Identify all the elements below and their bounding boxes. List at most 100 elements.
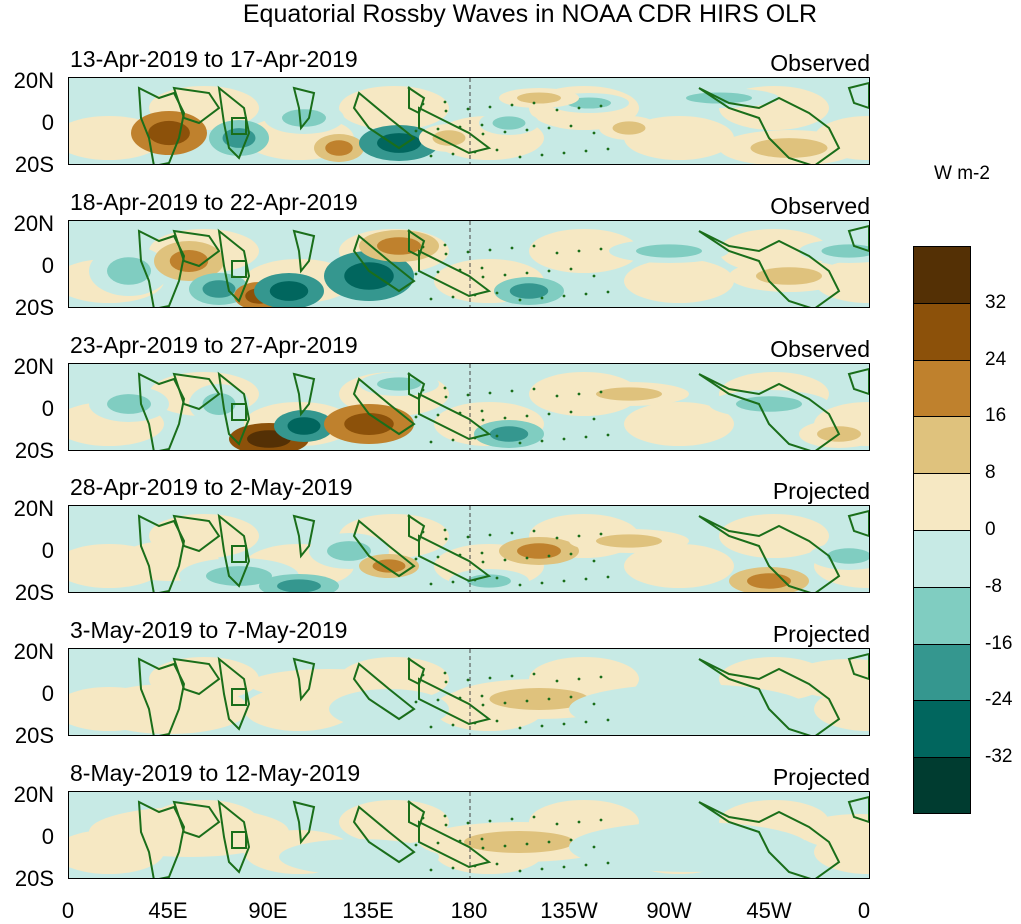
anomaly-contour bbox=[327, 541, 371, 561]
map-canvas bbox=[69, 792, 869, 878]
map-panel: 13-Apr-2019 to 17-Apr-2019 Observed 20N 0 20… bbox=[0, 0, 1021, 176]
island-dot bbox=[569, 410, 573, 414]
island-dot bbox=[510, 531, 514, 535]
island-dot bbox=[407, 514, 411, 518]
island-dot bbox=[458, 411, 462, 415]
coastline bbox=[418, 392, 492, 441]
island-dot bbox=[503, 558, 507, 562]
lon-label: 0 bbox=[61, 898, 75, 923]
olr-anomaly-map bbox=[68, 791, 870, 879]
island-dot bbox=[518, 298, 522, 302]
map-canvas bbox=[69, 649, 869, 735]
island-dot bbox=[510, 674, 514, 678]
island-dot bbox=[429, 868, 433, 872]
island-dot bbox=[592, 702, 596, 706]
island-dot bbox=[547, 554, 551, 558]
island-dot bbox=[481, 846, 485, 850]
island-dot bbox=[414, 557, 418, 561]
island-dot bbox=[480, 694, 484, 698]
island-dot bbox=[495, 434, 499, 438]
coastline bbox=[408, 86, 426, 115]
island-dot bbox=[488, 248, 492, 252]
island-dot bbox=[606, 290, 610, 294]
island-dot bbox=[414, 415, 418, 419]
coastline bbox=[847, 652, 869, 681]
island-dot bbox=[503, 701, 507, 705]
island-dot bbox=[540, 153, 544, 157]
lat-label: 0 bbox=[41, 253, 54, 278]
island-dot bbox=[495, 862, 499, 866]
anomaly-contour bbox=[141, 550, 197, 572]
map-canvas bbox=[69, 364, 869, 450]
island-dot bbox=[414, 843, 418, 847]
island-dot bbox=[481, 703, 485, 707]
anomaly-contour bbox=[750, 138, 828, 158]
island-dot bbox=[443, 814, 447, 818]
island-dot bbox=[414, 700, 418, 704]
island-dot bbox=[421, 102, 425, 106]
region-box bbox=[231, 403, 247, 421]
island-dot bbox=[458, 553, 462, 557]
coastline bbox=[352, 519, 416, 578]
island-dot bbox=[503, 273, 507, 277]
map-panel: 3-May-2019 to 7-May-2019 Projected 20N 0 20S bbox=[0, 571, 1021, 747]
island-dot bbox=[569, 695, 573, 699]
island-dot bbox=[606, 147, 610, 151]
island-dot bbox=[532, 101, 536, 105]
island-dot bbox=[473, 864, 477, 868]
map-panel: 8-May-2019 to 12-May-2019 Projected 20N 0 20… bbox=[0, 714, 1021, 890]
island-dot bbox=[458, 268, 462, 272]
island-dot bbox=[540, 581, 544, 585]
lat-label: 20N bbox=[13, 354, 54, 379]
island-dot bbox=[510, 389, 514, 393]
island-dot bbox=[555, 822, 559, 826]
lat-label: 20N bbox=[13, 211, 54, 236]
lat-label: 20S bbox=[14, 295, 54, 320]
island-dot bbox=[466, 535, 470, 539]
anomaly-contour bbox=[827, 548, 869, 564]
anomaly-contour bbox=[624, 402, 734, 446]
coastline bbox=[352, 91, 416, 150]
lat-label: 20S bbox=[14, 723, 54, 748]
island-dot bbox=[421, 673, 425, 677]
island-dot bbox=[473, 578, 477, 582]
legend-tick-label: -24 bbox=[985, 689, 1013, 711]
map-panel: 28-Apr-2019 to 2-May-2019 Projected 20N 0 20… bbox=[0, 428, 1021, 604]
olr-anomaly-map bbox=[68, 77, 870, 165]
coastline bbox=[292, 229, 316, 274]
island-dot bbox=[407, 657, 411, 661]
coastline bbox=[137, 800, 186, 878]
island-dot bbox=[599, 532, 603, 536]
coastline bbox=[352, 234, 416, 293]
coastline bbox=[698, 373, 841, 450]
island-dot bbox=[592, 417, 596, 421]
island-dot bbox=[555, 394, 559, 398]
island-dot bbox=[606, 718, 610, 722]
coastline bbox=[172, 514, 221, 553]
anomaly-contour bbox=[596, 387, 662, 401]
island-dot bbox=[495, 148, 499, 152]
island-dot bbox=[532, 529, 536, 533]
lat-label: 0 bbox=[41, 538, 54, 563]
panel-status: Projected bbox=[772, 478, 870, 504]
island-dot bbox=[540, 296, 544, 300]
island-dot bbox=[532, 387, 536, 391]
coastline bbox=[418, 106, 492, 155]
island-dot bbox=[488, 391, 492, 395]
anomaly-contour bbox=[623, 695, 755, 723]
panel-status: Observed bbox=[770, 193, 870, 219]
island-dot bbox=[569, 124, 573, 128]
region-box bbox=[231, 260, 247, 278]
anomaly-contour bbox=[315, 847, 403, 867]
island-dot bbox=[569, 267, 573, 271]
island-dot bbox=[444, 252, 448, 256]
island-dot bbox=[577, 392, 581, 396]
island-dot bbox=[525, 271, 529, 275]
island-dot bbox=[584, 577, 588, 581]
legend-swatch bbox=[913, 529, 971, 587]
island-dot bbox=[540, 724, 544, 728]
coastline bbox=[137, 229, 186, 307]
anomaly-contour bbox=[325, 140, 353, 156]
legend-tick-label: 24 bbox=[985, 348, 1007, 370]
anomaly-contour bbox=[377, 237, 421, 255]
